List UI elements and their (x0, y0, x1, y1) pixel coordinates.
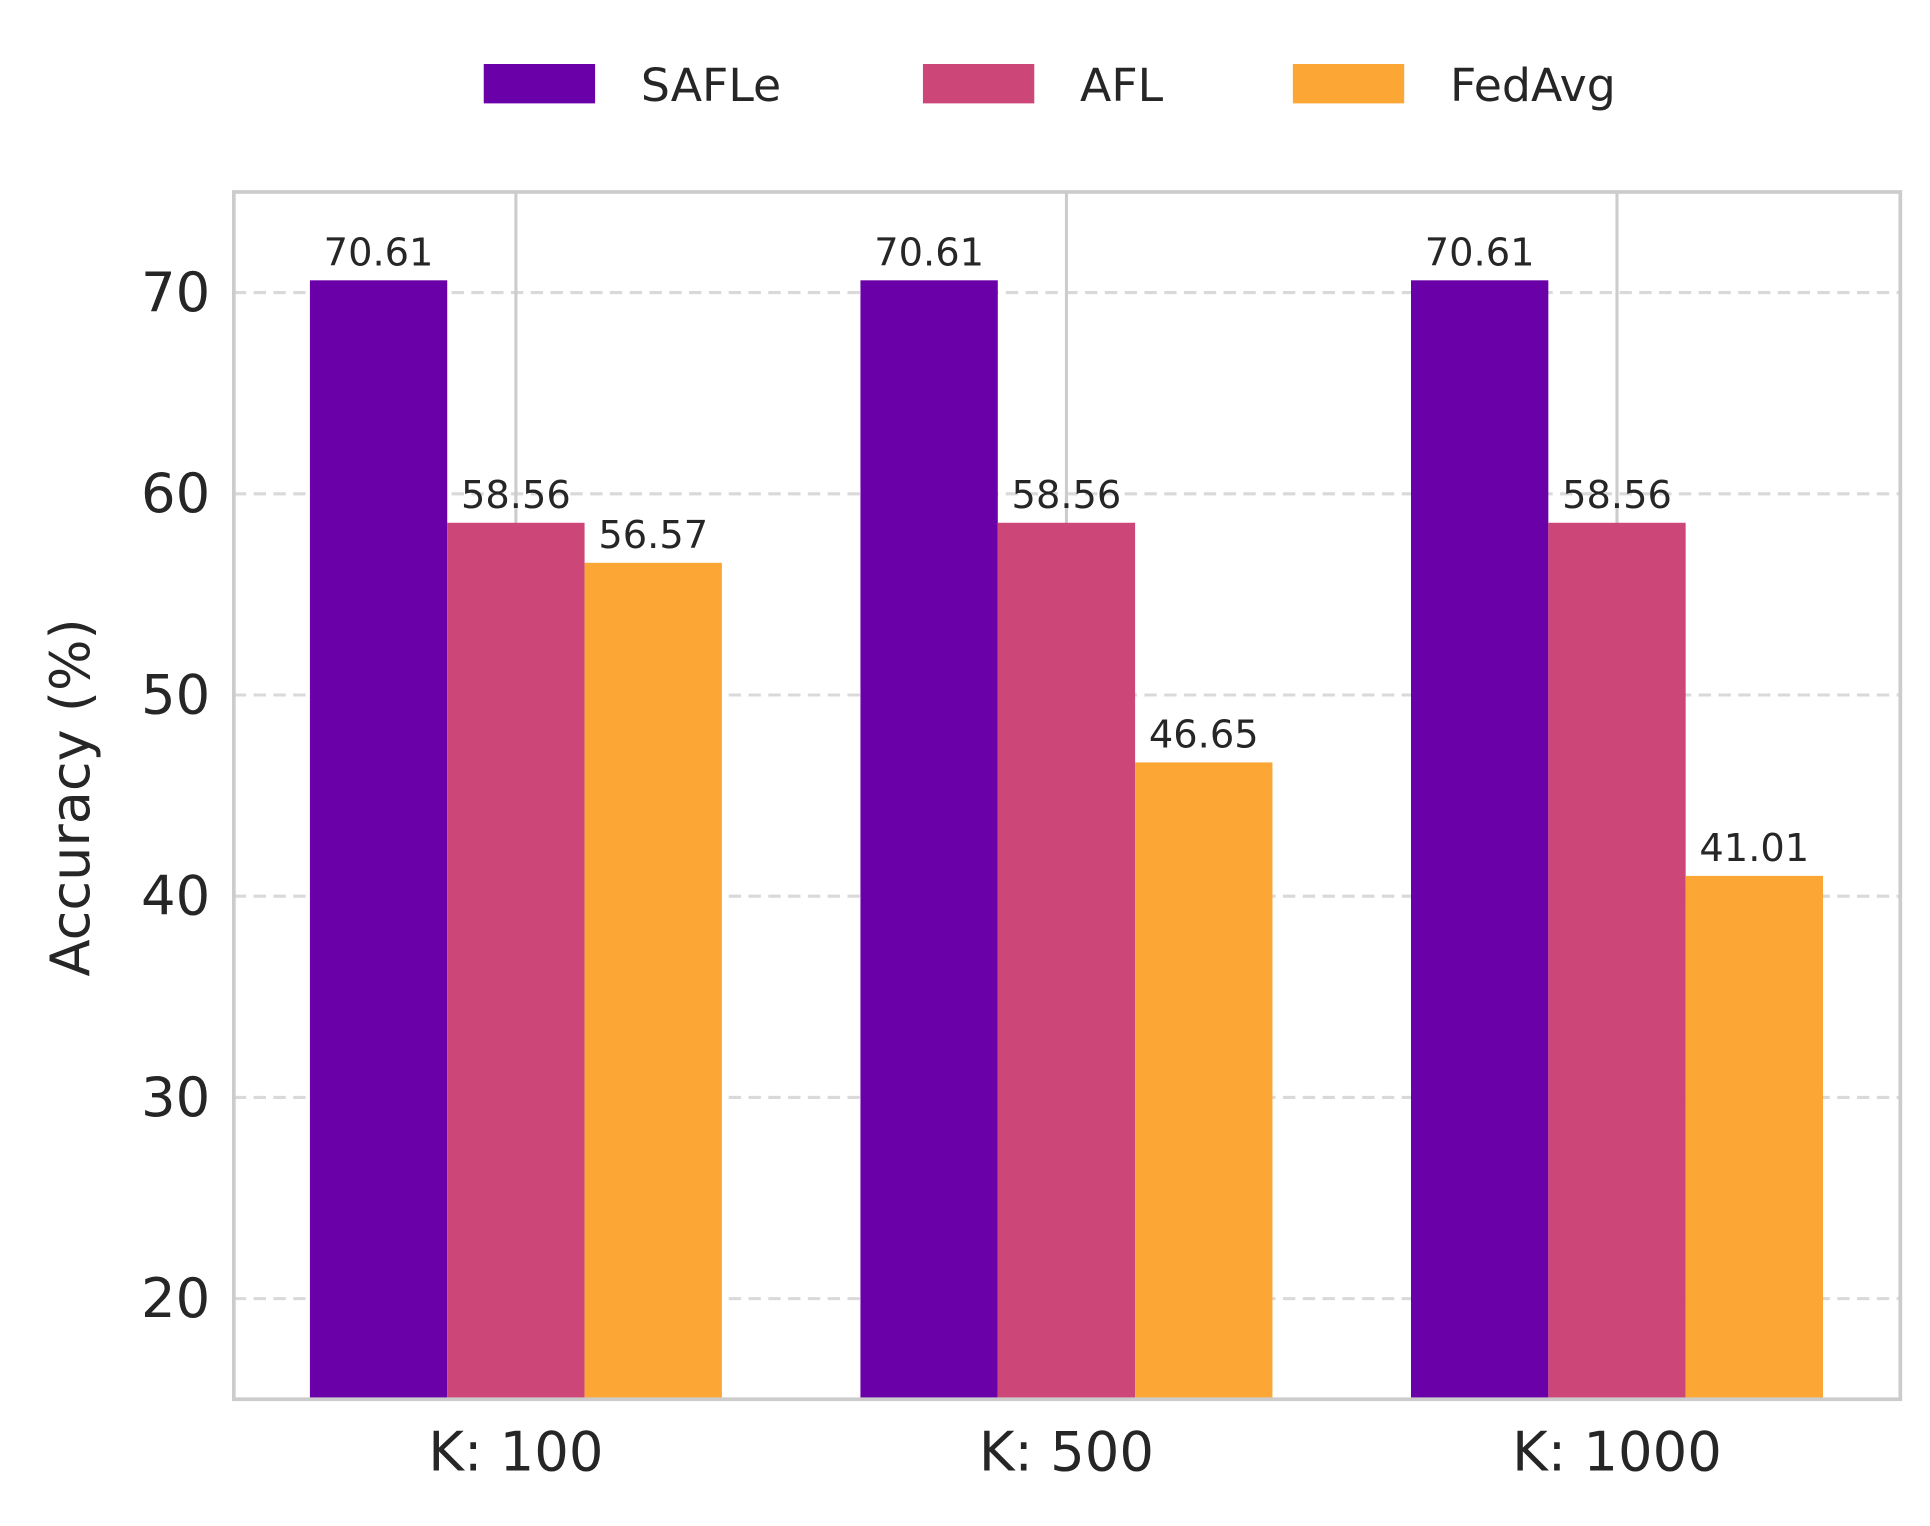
legend-swatch (922, 63, 1035, 104)
y-tick-label: 70 (141, 261, 210, 324)
legend-swatch (1292, 63, 1405, 104)
y-tick-label: 40 (141, 865, 210, 928)
y-tick-label: 30 (141, 1066, 210, 1129)
legend-label: SAFLe (641, 59, 781, 112)
data-label: 70.61 (874, 231, 984, 276)
data-label: 41.01 (1699, 826, 1809, 871)
bar-fedavg (1685, 875, 1823, 1400)
bar-safle (309, 280, 448, 1400)
data-label: 70.61 (1425, 231, 1535, 276)
bar-afl (447, 522, 585, 1400)
bars (309, 280, 1823, 1400)
y-tick-label: 60 (141, 462, 210, 525)
x-tick-label: K: 1000 (1512, 1421, 1722, 1484)
data-label: 58.56 (1562, 473, 1672, 518)
data-label: 70.61 (324, 231, 434, 276)
bar-safle (860, 280, 998, 1400)
x-ticks: K: 100 K: 500 K: 1000 (428, 1421, 1722, 1484)
legend-label: FedAvg (1450, 59, 1616, 112)
legend-label: AFL (1080, 59, 1164, 112)
bar-afl (997, 522, 1136, 1400)
bar-fedavg (1135, 762, 1273, 1400)
data-labels: 70.61 70.61 70.61 58.56 58.56 58.56 56.57 46.65… (324, 231, 1810, 871)
x-tick-label: K: 500 (979, 1421, 1154, 1484)
bar-fedavg (584, 562, 722, 1400)
legend: SAFLe AFL FedAvg (483, 59, 1616, 112)
plot-frame (231, 190, 1903, 1402)
x-tick-label: K: 100 (428, 1421, 603, 1484)
data-label: 46.65 (1149, 713, 1259, 758)
legend-swatch (483, 63, 596, 104)
y-tick-label: 50 (141, 664, 210, 727)
bar-safle (1411, 280, 1549, 1400)
y-axis-label: Accuracy (%) (39, 618, 102, 976)
y-ticks: 20 30 40 50 60 70 (141, 261, 210, 1330)
data-label: 58.56 (1012, 473, 1122, 518)
bar-afl (1548, 522, 1686, 1400)
y-tick-label: 20 (141, 1267, 210, 1330)
data-label: 58.56 (461, 473, 571, 518)
data-label: 56.57 (598, 513, 708, 558)
